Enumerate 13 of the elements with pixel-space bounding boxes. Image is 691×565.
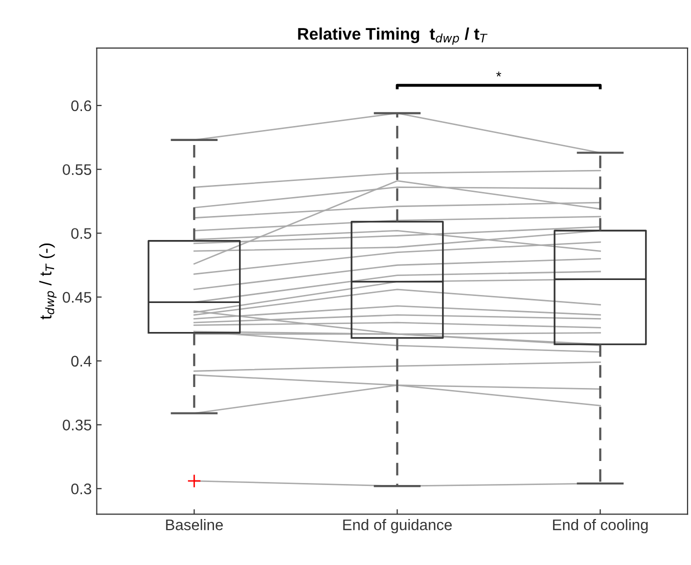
y-tick-label: 0.6 bbox=[71, 100, 92, 112]
y-tick-label: 0.45 bbox=[62, 292, 92, 303]
y-tick-label: 0.4 bbox=[71, 356, 92, 367]
y-tick-label: 0.35 bbox=[62, 420, 92, 430]
y-tick-label: 0.5 bbox=[71, 228, 92, 239]
annotation: * bbox=[496, 72, 502, 76]
x-tick-label: End of guidance bbox=[343, 519, 452, 534]
chart-title: Relative Timing t$_{dwp}$ / t$_{T}$ bbox=[298, 28, 488, 45]
x-tick-label: Baseline bbox=[166, 519, 223, 530]
y-tick-label: 0.3 bbox=[71, 483, 92, 494]
x-tick-label: End of cooling bbox=[553, 519, 648, 534]
y-tick-label: 0.55 bbox=[62, 164, 92, 176]
y-axis-title: t$_{dwp}$ / t$_{T}$ (-) bbox=[39, 244, 56, 320]
